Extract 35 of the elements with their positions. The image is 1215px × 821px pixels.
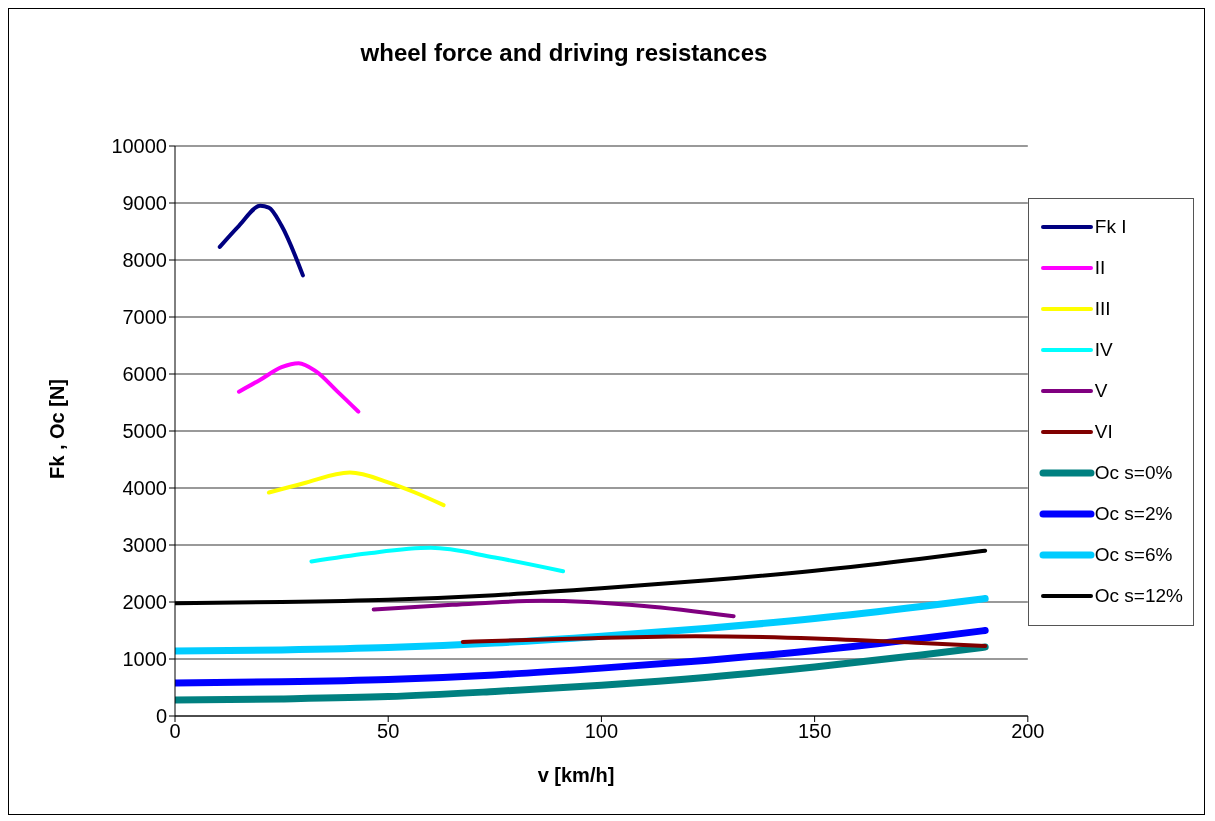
legend-label: Oc s=6%	[1094, 544, 1173, 566]
legend-label: III	[1094, 298, 1111, 320]
y-tick-label: 3000	[122, 534, 167, 557]
y-tick-label: 5000	[122, 420, 167, 443]
chart-title: wheel force and driving resistances	[359, 39, 769, 67]
legend-label: IV	[1094, 339, 1113, 361]
y-axis-title: Fk , Oc [N]	[45, 378, 69, 480]
legend-label: Oc s=12%	[1094, 585, 1183, 607]
line-series	[460, 634, 988, 648]
y-tick-label: 8000	[122, 249, 167, 272]
y-tick-label: 7000	[122, 306, 167, 329]
y-tick-label: 2000	[122, 591, 167, 614]
x-tick-label: 100	[584, 720, 619, 743]
x-tick-label: 150	[797, 720, 832, 743]
line-series	[217, 203, 305, 278]
line-series	[236, 361, 361, 414]
x-tick-label: 200	[1011, 720, 1045, 743]
x-tick-label: 0	[169, 720, 181, 743]
y-tick-label: 1000	[122, 648, 167, 671]
y-tick-label: 9000	[122, 192, 167, 215]
legend-label: Fk I	[1094, 216, 1127, 238]
legend-label: Oc s=0%	[1094, 462, 1173, 484]
x-tick-label: 50	[377, 720, 400, 743]
line-series	[309, 545, 566, 574]
x-axis-title: v [km/h]	[536, 764, 616, 787]
y-tick-label: 10000	[111, 135, 167, 158]
legend-label: VI	[1094, 421, 1113, 443]
y-tick-label: 4000	[122, 477, 167, 500]
legend-label: V	[1094, 380, 1108, 402]
line-series	[266, 470, 446, 508]
line-series	[371, 598, 736, 619]
y-tick-label: 0	[155, 705, 167, 728]
y-tick-label: 6000	[122, 363, 167, 386]
legend-label: II	[1094, 257, 1106, 279]
legend-label: Oc s=2%	[1094, 503, 1173, 525]
